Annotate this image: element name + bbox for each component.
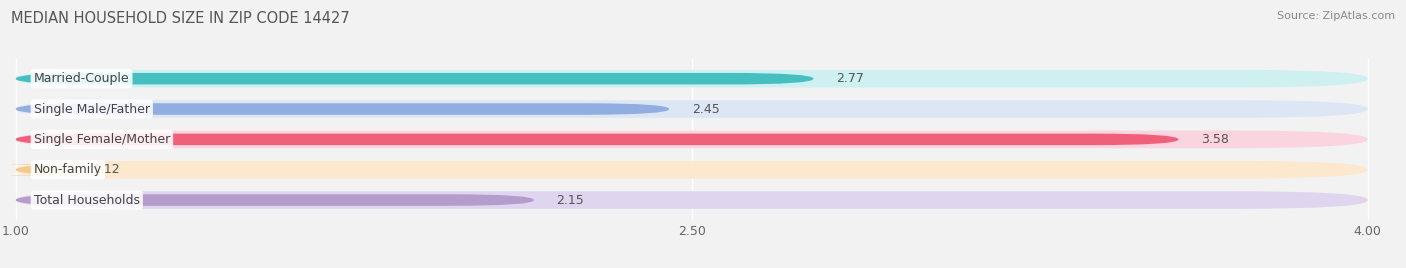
FancyBboxPatch shape — [15, 100, 1368, 118]
Text: Source: ZipAtlas.com: Source: ZipAtlas.com — [1277, 11, 1395, 21]
FancyBboxPatch shape — [15, 70, 1368, 87]
Text: 2.77: 2.77 — [837, 72, 863, 85]
FancyBboxPatch shape — [15, 194, 534, 206]
FancyBboxPatch shape — [15, 131, 1368, 148]
Text: Married-Couple: Married-Couple — [34, 72, 129, 85]
Text: 2.15: 2.15 — [557, 193, 585, 207]
FancyBboxPatch shape — [15, 191, 1368, 209]
FancyBboxPatch shape — [15, 161, 1368, 178]
Text: Total Households: Total Households — [34, 193, 139, 207]
Text: Single Female/Mother: Single Female/Mother — [34, 133, 170, 146]
FancyBboxPatch shape — [15, 73, 814, 84]
Text: 3.58: 3.58 — [1201, 133, 1229, 146]
Text: MEDIAN HOUSEHOLD SIZE IN ZIP CODE 14427: MEDIAN HOUSEHOLD SIZE IN ZIP CODE 14427 — [11, 11, 350, 26]
Text: Non-family: Non-family — [34, 163, 101, 176]
FancyBboxPatch shape — [15, 103, 669, 115]
Text: Single Male/Father: Single Male/Father — [34, 103, 150, 116]
FancyBboxPatch shape — [0, 164, 101, 176]
Text: 2.45: 2.45 — [692, 103, 720, 116]
Text: 1.12: 1.12 — [93, 163, 120, 176]
FancyBboxPatch shape — [15, 133, 1178, 145]
